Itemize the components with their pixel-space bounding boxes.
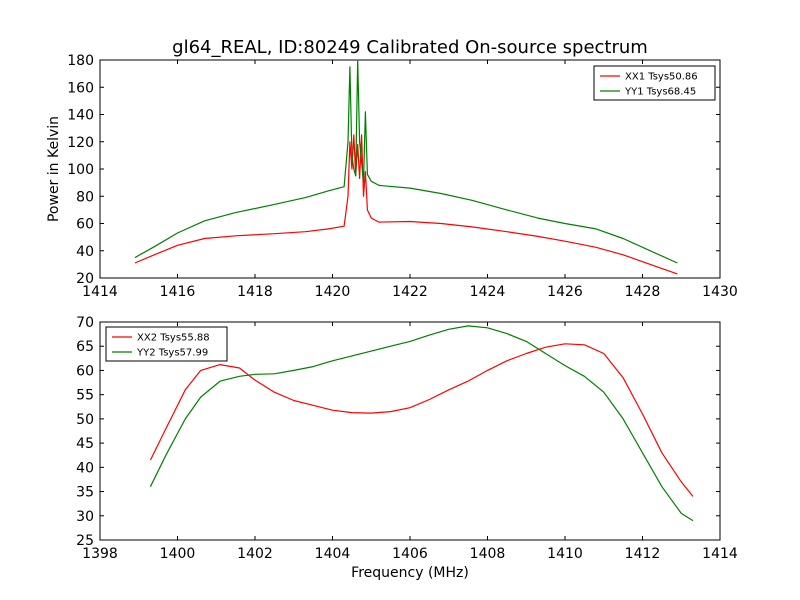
top-x-tick-label: 1416 <box>160 284 196 300</box>
chart-title: gl64_REAL, ID:80249 Calibrated On-source… <box>172 37 648 58</box>
top-x-tick-label: 1420 <box>315 284 351 300</box>
bottom-plot: Frequency (MHz) 1398 1400 1402 1404 1406 1408… <box>76 315 738 581</box>
bottom-y-tick-label: 45 <box>76 436 94 452</box>
top-x-tick-label: 1418 <box>237 284 273 300</box>
bottom-x-tick-label: 1398 <box>82 546 118 562</box>
bottom-x-tick-label: 1400 <box>160 546 196 562</box>
top-y-tick-label: 100 <box>67 162 94 178</box>
top-y-tick-label: 140 <box>67 108 94 124</box>
bottom-x-tick-label: 1404 <box>315 546 351 562</box>
bottom-x-tick-label: 1412 <box>625 546 661 562</box>
bottom-y-tick-label: 50 <box>76 412 94 428</box>
top-x-tick-label: 1414 <box>82 284 118 300</box>
bottom-x-tick-label: 1410 <box>547 546 583 562</box>
bottom-series-2-line <box>149 325 694 522</box>
bottom-x-tick-label: 1402 <box>237 546 273 562</box>
bottom-y-tick-label: 55 <box>76 388 94 404</box>
bottom-series-1-line <box>149 343 694 497</box>
top-y-axis-label: Power in Kelvin <box>46 116 62 222</box>
top-x-tick-label: 1428 <box>625 284 661 300</box>
top-y-tick-label: 80 <box>76 189 94 205</box>
top-y-tick-label: 20 <box>76 271 94 287</box>
bottom-legend-label-2: YY2 Tsys57.99 <box>136 348 208 359</box>
bottom-legend-label-1: XX2 Tsys55.88 <box>137 333 210 344</box>
top-legend-label-2: YY1 Tsys68.45 <box>624 87 696 98</box>
top-y-tick-label: 60 <box>76 217 94 233</box>
bottom-y-tick-label: 35 <box>76 485 94 501</box>
top-series-2-line <box>134 59 678 264</box>
top-y-tick-label: 180 <box>67 53 94 69</box>
top-plot: Power in Kelvin 1414 1416 1418 1420 1422 1424… <box>46 53 738 300</box>
bottom-legend: XX2 Tsys55.88 YY2 Tsys57.99 <box>105 326 228 362</box>
top-x-tick-label: 1424 <box>470 284 506 300</box>
top-legend: XX1 Tsys50.86 YY1 Tsys68.45 <box>593 65 716 101</box>
bottom-x-tick-label: 1414 <box>702 546 738 562</box>
bottom-y-tick-label: 70 <box>76 315 94 331</box>
bottom-y-tick-label: 65 <box>76 339 94 355</box>
top-y-tick-label: 40 <box>76 244 94 260</box>
top-y-tick-label: 120 <box>67 135 94 151</box>
top-x-tick-label: 1430 <box>702 284 738 300</box>
bottom-y-tick-label: 40 <box>76 460 94 476</box>
bottom-y-tick-label: 60 <box>76 363 94 379</box>
bottom-x-axis-label: Frequency (MHz) <box>351 565 469 581</box>
bottom-legend-box <box>105 326 228 362</box>
top-x-tick-label: 1426 <box>547 284 583 300</box>
bottom-y-tick-label: 25 <box>76 533 94 549</box>
top-legend-box <box>593 65 716 101</box>
bottom-x-tick-label: 1406 <box>392 546 428 562</box>
top-y-tick-label: 160 <box>67 80 94 96</box>
bottom-y-tick-label: 30 <box>76 509 94 525</box>
top-x-tick-label: 1422 <box>392 284 428 300</box>
top-legend-label-1: XX1 Tsys50.86 <box>625 72 698 83</box>
bottom-x-tick-label: 1408 <box>470 546 506 562</box>
